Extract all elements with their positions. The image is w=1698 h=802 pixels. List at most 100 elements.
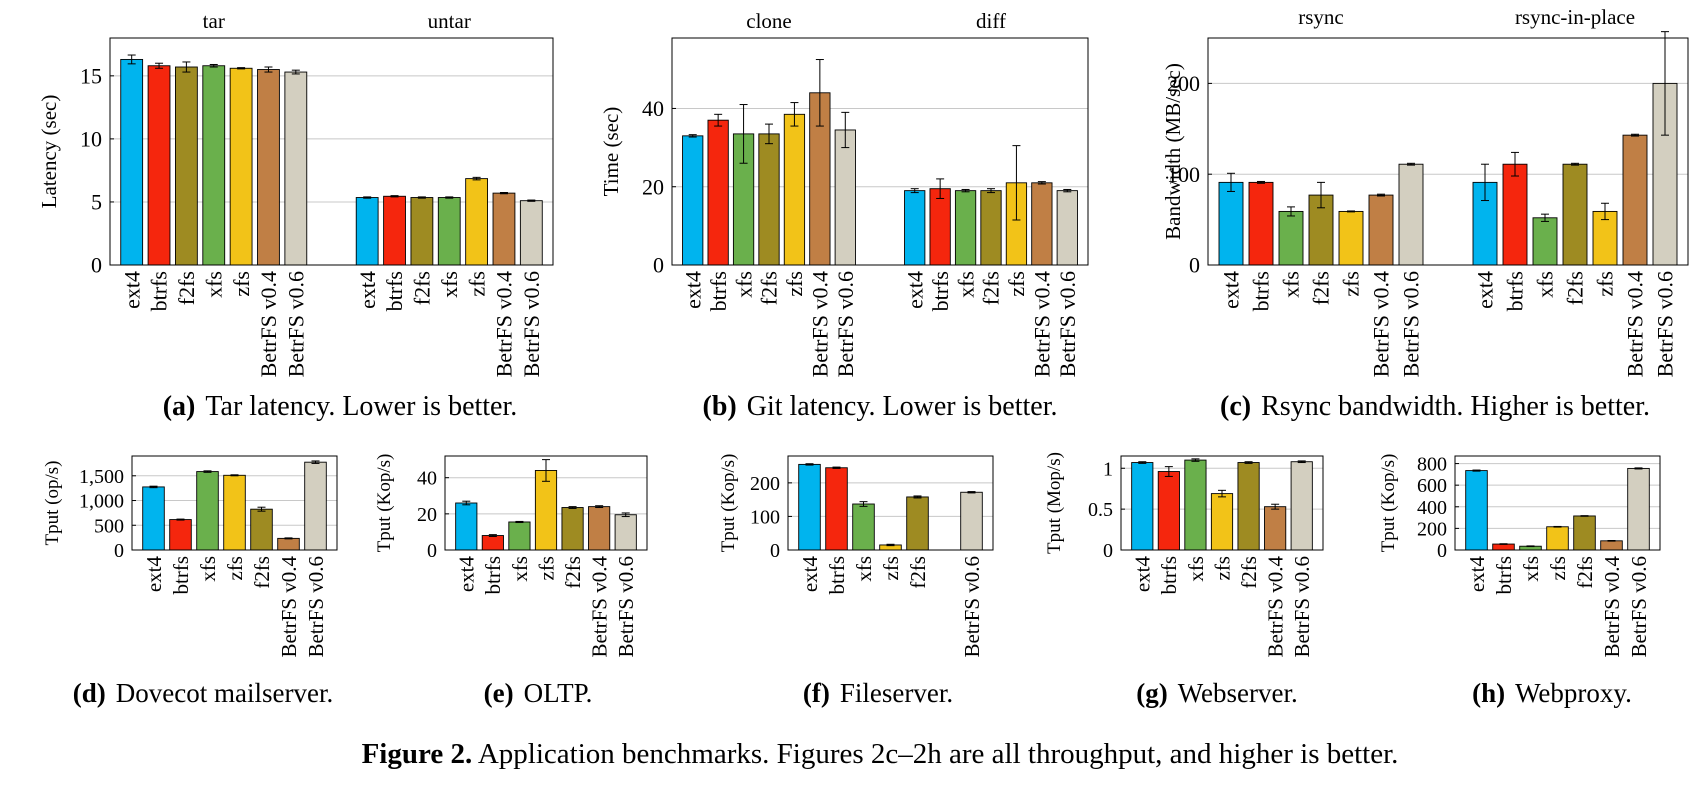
category-label: zfs bbox=[782, 271, 807, 297]
error-bar bbox=[363, 196, 372, 199]
subfigure-caption-label: (b) bbox=[703, 391, 737, 422]
y-axis-label: Tput (Mop/s) bbox=[1044, 452, 1065, 554]
category-label: BetrFS v0.4 bbox=[808, 271, 833, 377]
error-bar bbox=[1063, 188, 1072, 193]
subfigure-caption-text: Tar latency. Lower is better. bbox=[205, 391, 517, 422]
bar bbox=[1600, 540, 1623, 551]
chart-panel: ext4 btrfs xfs zfs f2fs BetrFS v0.4 BetrFS v0.… bbox=[42, 455, 338, 708]
error-bar bbox=[1037, 181, 1046, 185]
error-bar bbox=[568, 506, 577, 509]
category-label: BetrFS v0.4 bbox=[1600, 556, 1624, 658]
bar bbox=[1592, 210, 1618, 266]
error-bar bbox=[765, 123, 773, 145]
axis-frame bbox=[671, 37, 1089, 266]
error-bar bbox=[1257, 180, 1265, 184]
bar bbox=[1210, 493, 1234, 551]
figure-caption-label: Figure 2. bbox=[362, 738, 473, 770]
error-bar bbox=[291, 69, 300, 75]
error-bar bbox=[127, 54, 136, 65]
subfigure-caption-text: Fileserver. bbox=[840, 678, 953, 708]
error-bar bbox=[1407, 162, 1415, 166]
bar bbox=[410, 197, 434, 266]
error-bar bbox=[714, 113, 723, 127]
bar bbox=[508, 521, 531, 551]
error-bar bbox=[499, 191, 508, 195]
error-bar bbox=[859, 501, 868, 507]
error-bar bbox=[1661, 31, 1669, 136]
category-label: ext4 bbox=[142, 556, 166, 593]
figure-caption-text: Application benchmarks. Figures 2c–2h ar… bbox=[472, 738, 1398, 770]
error-bar bbox=[1377, 193, 1385, 197]
error-bar bbox=[1526, 545, 1535, 548]
category-label: BetrFS v0.4 bbox=[587, 556, 611, 658]
bar bbox=[1031, 182, 1053, 266]
category-label: xfs bbox=[437, 271, 462, 298]
bar bbox=[1398, 163, 1424, 266]
y-axis-label: Tput (Kop/s) bbox=[374, 454, 395, 553]
error-bar bbox=[739, 104, 748, 164]
bar bbox=[1237, 462, 1260, 551]
error-bar bbox=[237, 67, 246, 70]
error-bar bbox=[1631, 133, 1639, 137]
category-label: ext4 bbox=[1131, 556, 1155, 593]
y-tick-label: 1 bbox=[1103, 458, 1113, 480]
category-label: btrfs bbox=[147, 271, 172, 311]
bar bbox=[906, 496, 929, 551]
error-bar bbox=[961, 188, 970, 193]
group-title: diff bbox=[976, 9, 1006, 33]
bar bbox=[588, 506, 611, 551]
error-bar bbox=[967, 491, 976, 494]
category-label: zfs bbox=[464, 271, 489, 297]
category-label: ext4 bbox=[455, 556, 479, 593]
subfigure-caption-label: (e) bbox=[484, 678, 514, 708]
category-label: BetrFS v0.6 bbox=[284, 271, 309, 377]
y-tick-label: 0 bbox=[1189, 253, 1200, 278]
category-label: f2fs bbox=[410, 271, 435, 305]
subfigure-caption: (d) Dovecot mailserver. bbox=[73, 678, 333, 708]
y-tick-label: 800 bbox=[1417, 454, 1447, 476]
group-title: rsync-in-place bbox=[1515, 5, 1635, 29]
error-bar bbox=[417, 196, 426, 199]
bar bbox=[1546, 526, 1569, 551]
category-label: btrfs bbox=[1249, 271, 1274, 311]
category-label: btrfs bbox=[481, 556, 505, 595]
y-tick-label: 0 bbox=[1103, 540, 1113, 562]
group-title: untar bbox=[428, 9, 471, 33]
bar bbox=[954, 190, 977, 266]
error-bar bbox=[311, 460, 320, 464]
category-label: BetrFS v0.4 bbox=[492, 271, 517, 377]
bar bbox=[1248, 181, 1274, 266]
bar bbox=[455, 502, 478, 551]
bar bbox=[1622, 134, 1648, 266]
category-label: BetrFS v0.6 bbox=[519, 271, 544, 377]
bar bbox=[534, 470, 558, 551]
category-label: f2fs bbox=[1573, 556, 1597, 589]
bar bbox=[147, 65, 171, 266]
error-bar bbox=[390, 195, 399, 198]
category-label: BetrFS v0.6 bbox=[833, 271, 858, 377]
axis-frame bbox=[131, 455, 338, 551]
bar bbox=[682, 135, 704, 266]
bar bbox=[960, 491, 983, 551]
error-bar bbox=[1499, 543, 1508, 545]
y-tick-label: 500 bbox=[94, 515, 124, 537]
y-tick-label: 20 bbox=[417, 504, 437, 526]
bar bbox=[904, 190, 926, 266]
category-label: zfs bbox=[1004, 271, 1029, 297]
category-label: BetrFS v0.6 bbox=[1399, 271, 1424, 377]
bar bbox=[277, 537, 300, 551]
bar bbox=[174, 66, 198, 266]
y-tick-label: 40 bbox=[642, 96, 664, 121]
subfigure-caption-text: Git latency. Lower is better. bbox=[747, 391, 1058, 422]
error-bar bbox=[910, 188, 919, 194]
category-label: BetrFS v0.6 bbox=[960, 556, 984, 658]
error-bar bbox=[1287, 206, 1295, 217]
y-tick-label: 0 bbox=[91, 253, 102, 278]
y-tick-label: 100 bbox=[1167, 162, 1200, 187]
category-label: zfs bbox=[229, 271, 254, 297]
y-tick-label: 1,000 bbox=[79, 491, 124, 513]
chart-panel: ext4 btrfs xfs zfs f2fs BetrFS v0.6 0 100 200 Tpu… bbox=[718, 454, 994, 708]
